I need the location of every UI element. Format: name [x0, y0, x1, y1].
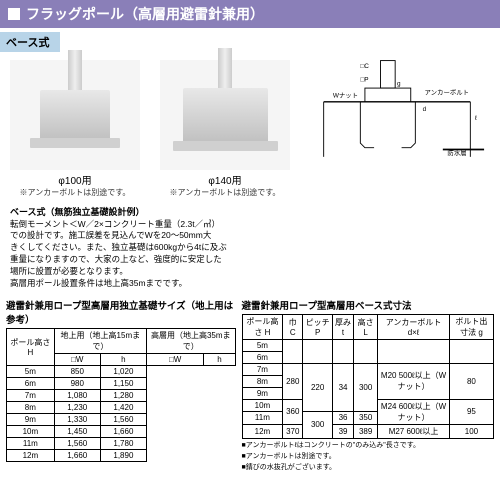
- left-table-section: 避雷針兼用ロープ型高層用独立基礎サイズ（地上用は参考） ポール高さ H地上用（地…: [6, 298, 236, 472]
- desc-title: ベース式（無筋独立基礎設計例）: [10, 206, 490, 219]
- right-table-title: 避雷針兼用ロープ型高層用ベース式寸法: [242, 298, 494, 312]
- table-note: ■アンカーボルトℓはコンクリートの"のみ込み"長さです。: [242, 441, 494, 450]
- desc-line: 重量になりますので、大家の上など、強度的に安定した: [10, 254, 490, 266]
- svg-text:g: g: [397, 80, 401, 87]
- header-title: フラッグポール（高層用避雷針兼用）: [26, 4, 264, 24]
- subheader: ベース式: [0, 32, 60, 52]
- image-note-1: ※アンカーボルトは別途です。: [10, 187, 140, 198]
- description: ベース式（無筋独立基礎設計例） 転倒モーメント＜W／2×コンクリート重量（2.3…: [0, 202, 500, 294]
- svg-text:ℓ: ℓ: [475, 115, 477, 122]
- image-block-1: φ100用 ※アンカーボルトは別途です。: [10, 60, 140, 198]
- left-table-title: 避雷針兼用ロープ型高層用独立基礎サイズ（地上用は参考）: [6, 298, 236, 326]
- table-note: ■錆びの水抜孔がございます。: [242, 463, 494, 472]
- pole-image-2: [160, 60, 290, 170]
- product-images: φ100用 ※アンカーボルトは別途です。 φ140用 ※アンカーボルトは別途です…: [0, 56, 300, 202]
- svg-text:Wナット: Wナット: [333, 91, 358, 99]
- right-table-section: 避雷針兼用ロープ型高層用ベース式寸法 ポール高さ H巾 Cピッチ P厚み t高さ…: [242, 298, 494, 472]
- desc-line: 高層用ポール設置条件は地上高35mまでです。: [10, 278, 490, 290]
- svg-text:アンカーボルト: アンカーボルト: [425, 89, 470, 97]
- desc-line: での設計です。施工誤差を見込んでWを20～50mm大: [10, 230, 490, 242]
- svg-text:d: d: [423, 106, 427, 113]
- base-dimension-table: ポール高さ H巾 Cピッチ P厚み t高さ Lアンカーボルト d×ℓボルト出寸法…: [242, 314, 494, 439]
- page-header: フラッグポール（高層用避雷針兼用）: [0, 0, 500, 28]
- desc-line: 場所に設置が必要となります。: [10, 266, 490, 278]
- desc-line: 転倒モーメント＜W／2×コンクリート重量（2.3t／㎥）: [10, 219, 490, 231]
- image-block-2: φ140用 ※アンカーボルトは別途です。: [160, 60, 290, 198]
- table-note: ■アンカーボルトは別途です。: [242, 452, 494, 461]
- desc-line: きくしてください。また、独立基礎は600kgから4tに及ぶ: [10, 242, 490, 254]
- dimension-diagram: □C □P Wナット アンカーボルト 防水層 ℓ g d: [300, 56, 494, 166]
- image-note-2: ※アンカーボルトは別途です。: [160, 187, 290, 198]
- svg-text:□C: □C: [360, 63, 369, 70]
- foundation-size-table: ポール高さ H地上用（地上高15mまで）高層用（地上高35mまで） □Wh□Wh…: [6, 328, 236, 462]
- svg-text:□P: □P: [360, 77, 368, 84]
- pole-image-1: [10, 60, 140, 170]
- image-label-1: φ100用: [10, 172, 140, 187]
- image-label-2: φ140用: [160, 172, 290, 187]
